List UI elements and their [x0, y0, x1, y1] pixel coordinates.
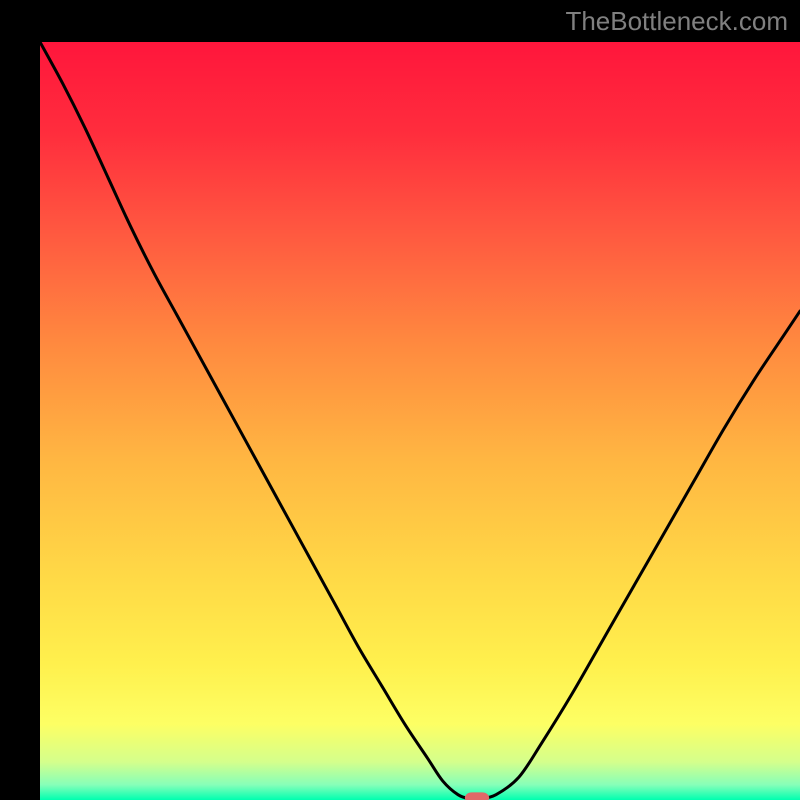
optimal-point-marker: [465, 792, 489, 800]
watermark-text: TheBottleneck.com: [565, 6, 788, 37]
plot-area: [40, 42, 800, 800]
curve-layer: [40, 42, 800, 800]
bottleneck-curve: [40, 42, 800, 799]
chart-stage: TheBottleneck.com: [0, 0, 800, 800]
